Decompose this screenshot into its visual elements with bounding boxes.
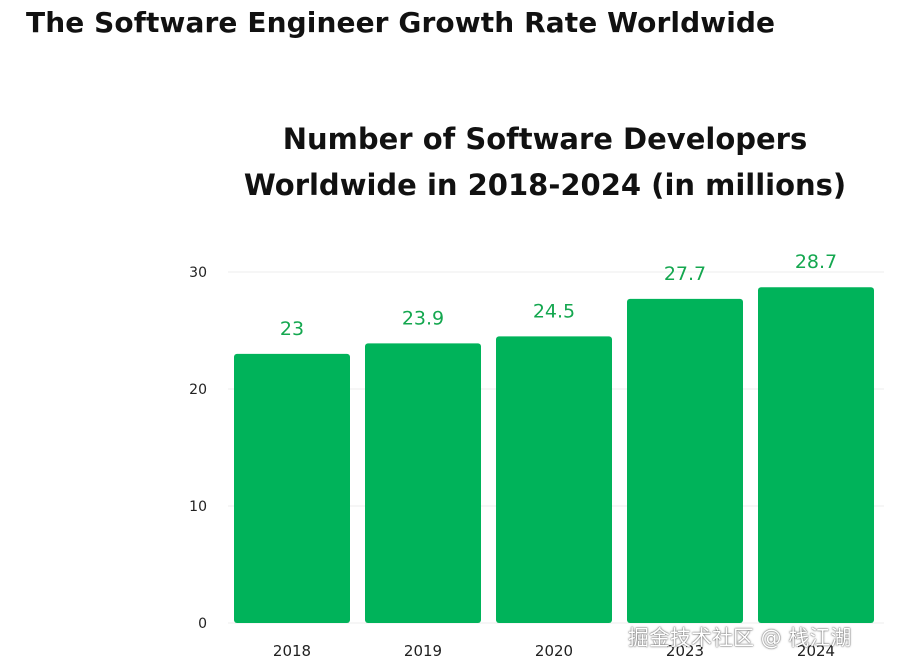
data-label: 24.5: [533, 300, 575, 322]
x-tick-label: 2018: [273, 642, 311, 660]
data-label: 23.9: [402, 307, 444, 329]
x-tick-label: 2024: [797, 642, 835, 660]
data-label: 23: [280, 318, 304, 340]
y-tick-label: 30: [189, 265, 207, 281]
bar: [365, 343, 481, 623]
chart-title-line-1: Number of Software Developers: [282, 122, 808, 156]
x-tick-label: 2020: [535, 642, 573, 660]
y-tick-label: 10: [189, 499, 207, 515]
data-label: 28.7: [795, 251, 837, 273]
watermark: 掘金技术社区 @ 栈江湖: [628, 626, 852, 650]
bar: [758, 287, 874, 623]
bar: [234, 353, 350, 623]
chart-title-line-2: Worldwide in 2018-2024 (in millions): [243, 168, 847, 202]
page-title: The Software Engineer Growth Rate Worldw…: [26, 6, 776, 39]
y-tick-label: 0: [198, 616, 207, 632]
data-label: 27.7: [664, 263, 706, 285]
x-tick-label: 2023: [666, 642, 704, 660]
chart-title: Number of Software Developers Worldwide …: [230, 116, 860, 208]
x-tick-label: 2019: [404, 642, 442, 660]
bar: [496, 336, 612, 623]
y-tick-label: 20: [189, 382, 207, 398]
bar: [627, 298, 743, 623]
